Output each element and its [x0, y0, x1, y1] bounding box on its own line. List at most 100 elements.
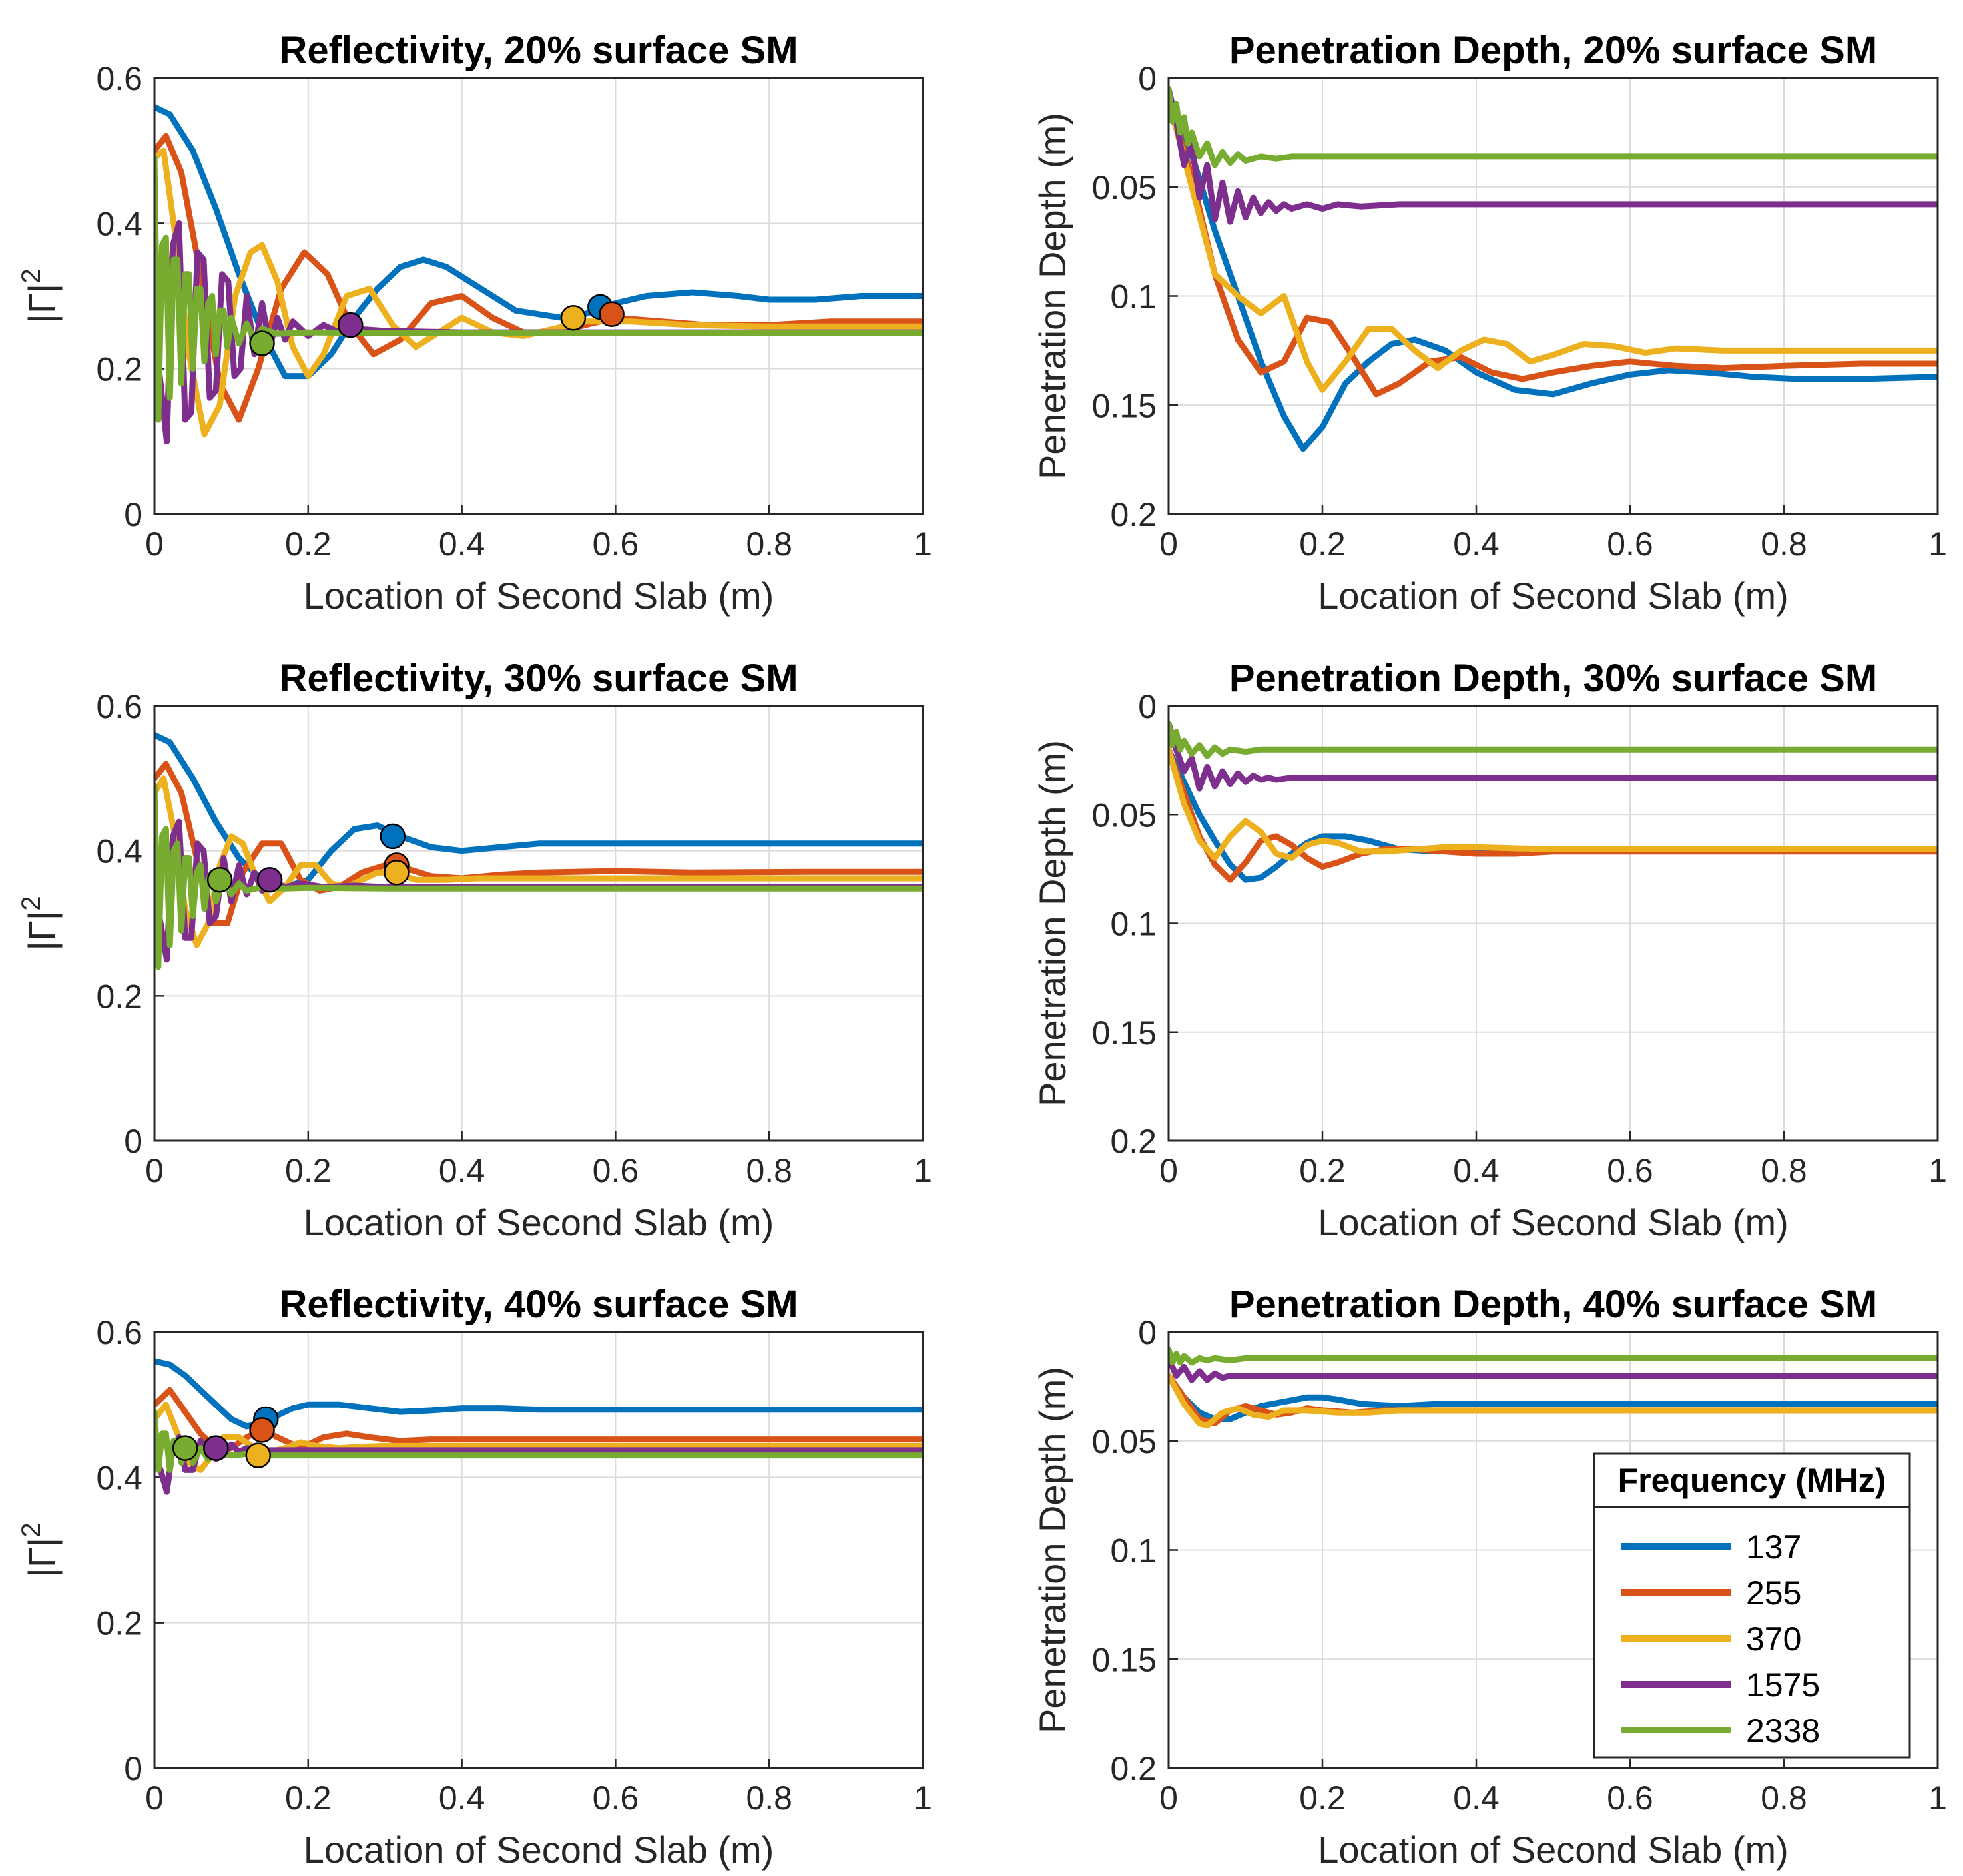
- y-tick-label: 0.1: [1110, 906, 1157, 943]
- x-axis-label: Location of Second Slab (m): [1318, 1829, 1789, 1871]
- y-axis-label: Penetration Depth (m): [1031, 740, 1073, 1107]
- x-tick-label: 0: [145, 1779, 164, 1817]
- axes-box: [153, 1331, 924, 1769]
- x-tick-label: 0.4: [1453, 1152, 1500, 1189]
- x-tick-label: 0: [1159, 1779, 1178, 1817]
- x-tick-label: 1: [1928, 525, 1947, 563]
- x-tick-label: 1: [914, 1779, 932, 1817]
- x-tick-label: 0.2: [1299, 1779, 1346, 1817]
- x-tick-label: 0.6: [593, 525, 639, 563]
- y-axis-label-main: |Γ|: [21, 284, 63, 324]
- x-tick-label: 0: [145, 525, 164, 563]
- legend-label-137: 137: [1746, 1528, 1801, 1566]
- chart-panel-3: 0 0.2 0.4 0.6 0.8 1 0 0.2 0.4 0.6 Reflectivity, 30…: [17, 657, 932, 1243]
- series-line-255: [1169, 746, 1938, 883]
- series-line-1575: [1169, 85, 1938, 225]
- x-tick-label: 0.6: [1607, 1779, 1653, 1817]
- chart-title: Reflectivity, 20% surface SM: [279, 29, 798, 72]
- chart-panel-5: 0 0.2 0.4 0.6 0.8 1 0 0.2 0.4 0.6 Reflectivity, 40…: [17, 1283, 932, 1871]
- series-line-137: [1169, 97, 1938, 452]
- chart-title: Reflectivity, 30% surface SM: [279, 657, 798, 700]
- x-tick-label: 0.6: [593, 1779, 639, 1817]
- series-line-137: [154, 1358, 923, 1430]
- x-tick-label: 0: [1159, 1152, 1178, 1189]
- series-line-2338: [1169, 720, 1938, 759]
- axes-box: [1167, 705, 1939, 1142]
- x-tick-label: 0.8: [746, 525, 792, 563]
- y-tick-label: 0: [1138, 688, 1157, 725]
- y-axis-label: Penetration Depth (m): [1031, 113, 1073, 479]
- y-tick-label: 0.6: [96, 1314, 142, 1351]
- y-tick-label: 0.15: [1092, 1014, 1157, 1052]
- y-tick-label: 0.1: [1110, 278, 1157, 316]
- y-tick-label: 0: [1138, 1314, 1157, 1351]
- y-tick-label: 0.2: [96, 978, 142, 1015]
- x-tick-label: 0.6: [1607, 525, 1653, 563]
- x-axis-label: Location of Second Slab (m): [1318, 575, 1789, 617]
- x-tick-label: 0.2: [1299, 1152, 1346, 1189]
- x-tick-label: 0.2: [285, 525, 332, 563]
- y-axis-label: |Γ|2: [17, 896, 63, 950]
- y-tick-label: 0.2: [1110, 1123, 1157, 1160]
- x-tick-label: 0.4: [439, 1152, 485, 1189]
- marker-1575: [203, 1435, 229, 1461]
- chart-panel-1: 0 0.2 0.4 0.6 0.8 1 0 0.2 0.4 0.6 Reflectivity, 20…: [17, 29, 932, 617]
- axes-box: [153, 705, 924, 1142]
- y-tick-label: 0: [124, 1750, 142, 1787]
- plot-area: [154, 706, 923, 1141]
- x-tick-label: 0.4: [439, 525, 485, 563]
- legend-label-2338: 2338: [1746, 1712, 1820, 1749]
- legend-box: [1593, 1452, 1911, 1759]
- marker-2338: [172, 1435, 198, 1461]
- y-axis-label-superscript: 2: [17, 268, 46, 283]
- marker-255: [599, 301, 625, 328]
- y-axis-label: |Γ|2: [17, 268, 63, 323]
- series-group: [1169, 1346, 1938, 1429]
- y-axis-label-main: |Γ|: [21, 911, 63, 951]
- y-tick-label: 0: [1138, 60, 1157, 97]
- x-axis-label: Location of Second Slab (m): [304, 1201, 774, 1243]
- x-tick-label: 0.6: [1607, 1152, 1653, 1189]
- y-axis-label-main: Penetration Depth (m): [1031, 1367, 1073, 1733]
- legend: Frequency (MHz) 137 255 370 1575 2338: [1593, 1452, 1911, 1759]
- y-axis-label: Penetration Depth (m): [1031, 1367, 1073, 1733]
- x-tick-label: 0.8: [1761, 1152, 1807, 1189]
- plot-area: [154, 1332, 923, 1768]
- y-axis-label-superscript: 2: [17, 1522, 46, 1537]
- chart-title: Penetration Depth, 40% surface SM: [1229, 1283, 1877, 1326]
- y-tick-label: 0.2: [1110, 1750, 1157, 1787]
- y-tick-label: 0.6: [96, 688, 142, 725]
- y-tick-label: 0.4: [96, 833, 142, 870]
- x-tick-label: 1: [914, 525, 932, 563]
- series-line-1575: [1169, 720, 1938, 792]
- y-tick-label: 0.4: [96, 205, 142, 242]
- chart-title: Penetration Depth, 20% surface SM: [1229, 29, 1877, 72]
- series-line-1575: [1169, 1355, 1938, 1383]
- x-tick-label: 0.8: [1761, 1779, 1807, 1817]
- y-tick-label: 0.05: [1092, 169, 1157, 206]
- series-group: [1169, 720, 1938, 883]
- chart-title: Reflectivity, 40% surface SM: [279, 1283, 798, 1326]
- marker-370: [384, 860, 410, 886]
- y-axis-label-main: |Γ|: [21, 1538, 63, 1578]
- x-tick-label: 0.4: [439, 1779, 485, 1817]
- series-line-370: [154, 775, 923, 948]
- legend-label-255: 255: [1746, 1574, 1801, 1612]
- chart-panel-2: 0 0.2 0.4 0.6 0.8 100.050.10.150.2Penetration…: [1031, 29, 1947, 617]
- x-tick-label: 0: [145, 1152, 164, 1189]
- marker-2338: [249, 330, 275, 356]
- series-line-2338: [154, 1408, 923, 1473]
- y-tick-label: 0.2: [1110, 496, 1157, 533]
- chart-panel-4: 0 0.2 0.4 0.6 0.8 100.050.10.150.2Penetration…: [1031, 657, 1947, 1243]
- y-tick-label: 0.1: [1110, 1532, 1157, 1570]
- x-tick-label: 0.8: [746, 1779, 792, 1817]
- series-line-2338: [154, 155, 923, 423]
- axes-box: [1167, 1331, 1939, 1769]
- y-axis-label-main: Penetration Depth (m): [1031, 113, 1073, 479]
- x-tick-label: 0.2: [285, 1779, 332, 1817]
- axes-box: [153, 77, 924, 515]
- marker-137: [380, 823, 406, 850]
- y-tick-label: 0.4: [96, 1459, 142, 1496]
- x-axis-label: Location of Second Slab (m): [304, 575, 774, 617]
